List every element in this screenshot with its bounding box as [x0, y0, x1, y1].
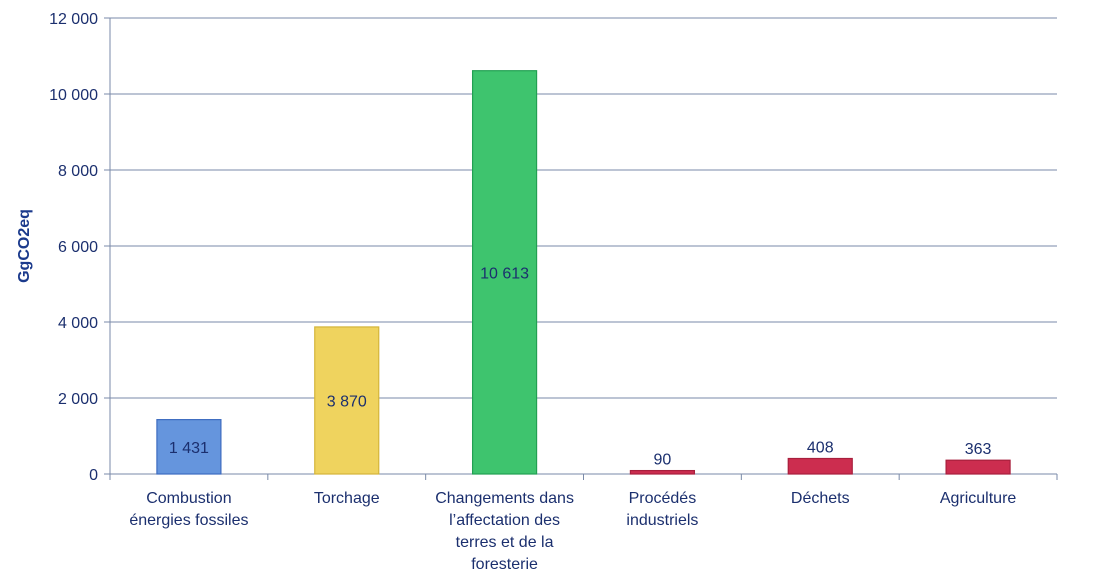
y-tick-label: 4 000 — [58, 315, 98, 332]
y-tick-label: 8 000 — [58, 163, 98, 180]
y-axis-title: GgCO2eq — [16, 209, 33, 283]
x-category-label: Torchage — [314, 490, 380, 507]
y-tick-label: 12 000 — [49, 11, 98, 28]
y-tick-label: 6 000 — [58, 239, 98, 256]
x-category-label: Déchets — [791, 490, 850, 507]
y-tick-label: 2 000 — [58, 391, 98, 408]
bar — [314, 326, 380, 475]
x-category-labels: Combustion énergies fossiles Torchage Chang… — [129, 490, 1016, 573]
data-label: 3 870 — [327, 393, 367, 410]
gridlines — [110, 17, 1057, 399]
y-tick-label: 10 000 — [49, 87, 98, 104]
axes — [104, 17, 1058, 480]
data-label: 10 613 — [480, 265, 529, 282]
x-category-label: Procédés — [629, 490, 697, 507]
bar — [471, 70, 538, 475]
x-category-label: l’affectation des — [449, 512, 560, 529]
bar — [945, 459, 1011, 475]
bars — [156, 70, 1011, 475]
y-tick-label: 0 — [89, 467, 98, 484]
x-category-label: énergies fossiles — [129, 512, 248, 529]
x-category-label: foresterie — [471, 556, 538, 573]
data-label: 90 — [654, 452, 672, 469]
x-category-label: industriels — [626, 512, 698, 529]
data-label: 408 — [807, 439, 834, 456]
data-labels: 1 431 3 870 10 613 90 408 363 — [169, 265, 992, 468]
bar — [629, 469, 696, 475]
bar — [787, 457, 853, 475]
data-label: 363 — [965, 441, 992, 458]
x-category-label: Agriculture — [940, 490, 1017, 507]
x-category-label: Changements dans — [435, 490, 574, 507]
x-category-label: Combustion — [146, 490, 231, 507]
x-category-label: terres et de la — [456, 534, 554, 551]
data-label: 1 431 — [169, 440, 209, 457]
y-tick-labels: 0 2 000 4 000 6 000 8 000 10 000 12 000 — [49, 11, 98, 484]
bar — [156, 419, 222, 475]
